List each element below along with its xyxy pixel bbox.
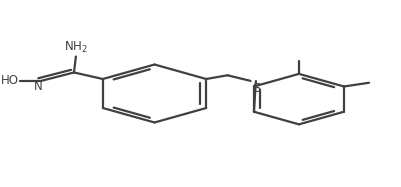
Text: N: N [34, 80, 43, 93]
Text: S: S [252, 82, 260, 95]
Text: HO: HO [0, 74, 18, 87]
Text: NH$_2$: NH$_2$ [64, 40, 88, 56]
